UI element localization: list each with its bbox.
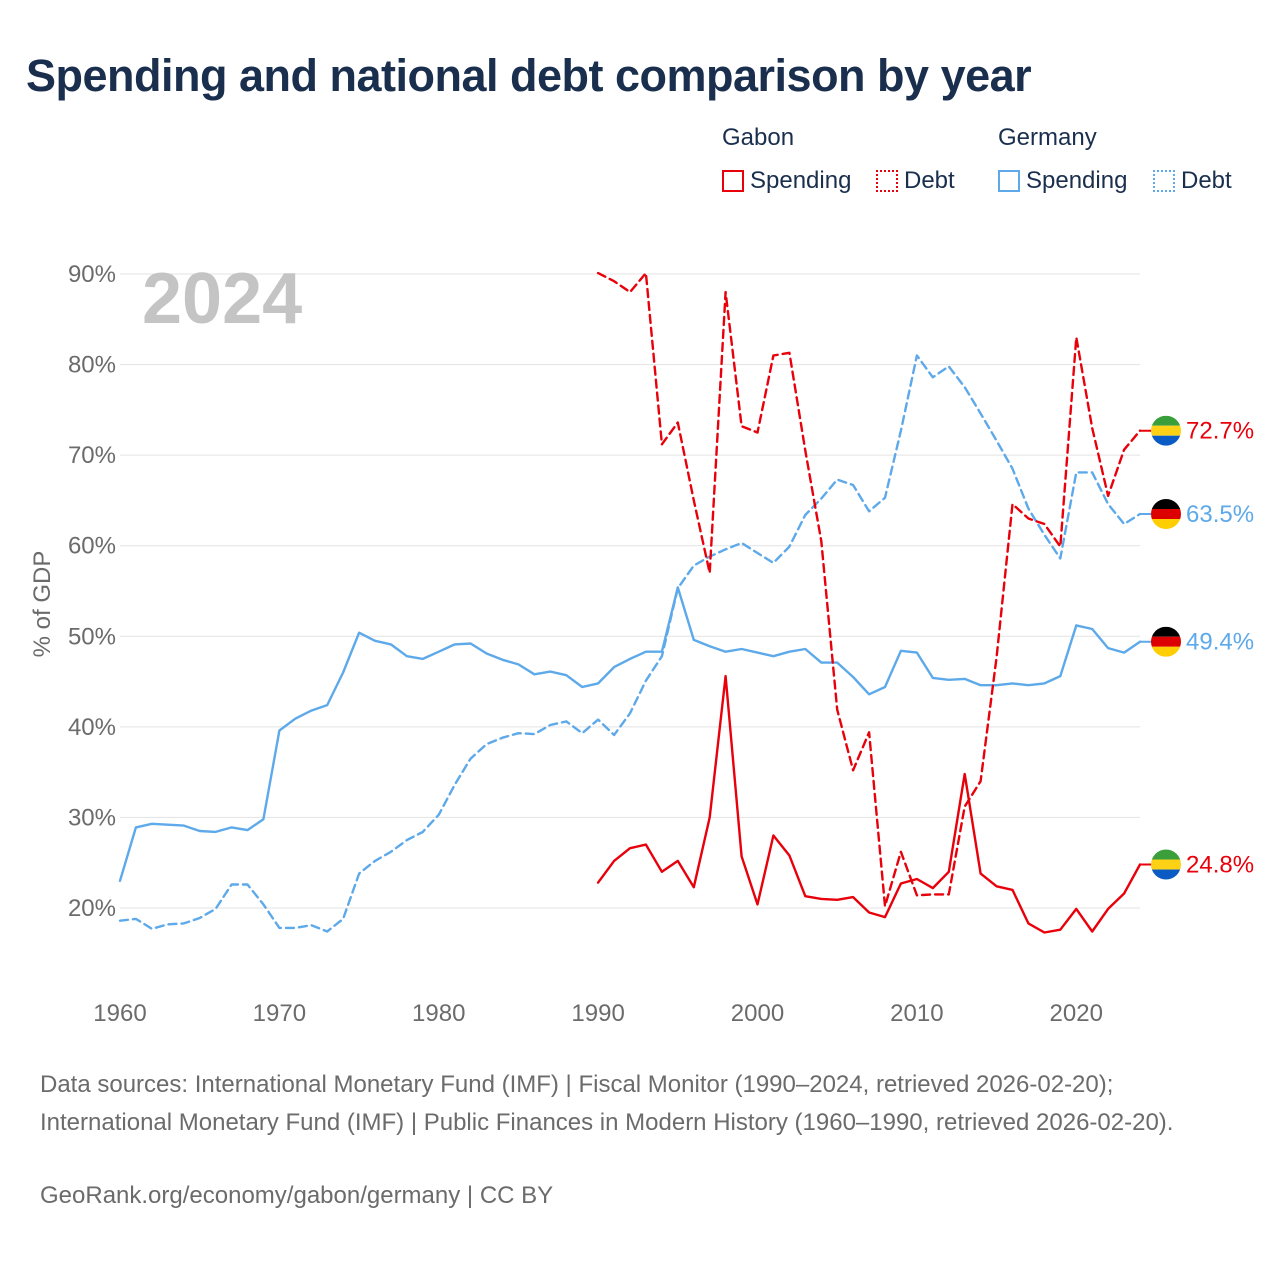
gabon-flag-icon <box>1151 849 1181 880</box>
legend-germany-spending[interactable]: Spending <box>998 166 1127 196</box>
legend-swatch-germany-spending <box>998 170 1020 192</box>
legend-label-germany-spending: Spending <box>1026 167 1128 194</box>
x-tick-label: 2020 <box>1050 1000 1103 1027</box>
legend-swatch-gabon-debt <box>876 170 898 192</box>
x-axis-ticks: 1960 1970 1980 1990 2000 2010 2020 <box>93 1000 1103 1027</box>
chart-title: Spending and national debt comparison by… <box>26 50 1032 101</box>
y-tick-label: 40% <box>68 714 116 741</box>
legend-gabon-spending[interactable]: Spending <box>722 166 851 196</box>
y-tick-label: 30% <box>68 804 116 831</box>
germany-flag-icon <box>1151 626 1181 657</box>
legend-gabon-debt[interactable]: Debt <box>876 166 955 196</box>
x-tick-label: 2000 <box>731 1000 784 1027</box>
legend-label-germany-debt: Debt <box>1181 167 1232 194</box>
series-gabon-debt <box>596 271 1142 908</box>
y-tick-label: 20% <box>68 895 116 922</box>
legend-group-germany: Germany <box>998 124 1097 151</box>
series-lines <box>118 271 1142 934</box>
y-tick-label: 70% <box>68 442 116 469</box>
germany-flag-icon <box>1151 499 1181 530</box>
line-chart: 20% 30% 40% 50% 60% 70% 80% 90% 1960 1970 1980 199… <box>29 259 1254 1027</box>
end-label-gabon-debt: 72.7% <box>1186 418 1254 445</box>
series-germany-spending <box>118 586 1142 882</box>
y-tick-label: 60% <box>68 533 116 560</box>
y-tick-label: 80% <box>68 352 116 379</box>
y-axis-label: % of GDP <box>29 551 56 658</box>
y-axis-ticks: 20% 30% 40% 50% 60% 70% 80% 90% <box>68 261 116 922</box>
y-tick-label: 50% <box>68 623 116 650</box>
end-label-germany-debt: 63.5% <box>1186 501 1254 528</box>
legend-swatch-germany-debt <box>1153 170 1175 192</box>
legend-germany-debt[interactable]: Debt <box>1153 166 1232 196</box>
credit-link[interactable]: GeoRank.org/economy/gabon/germany | CC B… <box>40 1182 554 1209</box>
y-tick-label: 90% <box>68 261 116 288</box>
legend-label-gabon-debt: Debt <box>904 167 955 194</box>
gabon-flag-icon <box>1151 415 1181 446</box>
end-label-germany-spending: 49.4% <box>1186 629 1254 656</box>
end-label-gabon-spending: 24.8% <box>1186 852 1254 879</box>
year-watermark: 2024 <box>142 259 302 339</box>
legend-swatch-gabon-spending <box>722 170 744 192</box>
x-tick-label: 1990 <box>571 1000 624 1027</box>
end-labels: 63.5% 49.4% 72.7% 24.8% <box>1140 415 1254 880</box>
grid <box>120 273 1140 909</box>
x-tick-label: 1960 <box>93 1000 146 1027</box>
data-sources: Data sources: International Monetary Fun… <box>40 1071 1174 1136</box>
legend-group-gabon: Gabon <box>722 124 795 151</box>
legend-label-gabon-spending: Spending <box>750 167 852 194</box>
x-tick-label: 2010 <box>890 1000 943 1027</box>
series-germany-debt <box>118 354 1142 933</box>
series-gabon-spending <box>596 674 1142 934</box>
x-tick-label: 1980 <box>412 1000 465 1027</box>
x-tick-label: 1970 <box>253 1000 306 1027</box>
